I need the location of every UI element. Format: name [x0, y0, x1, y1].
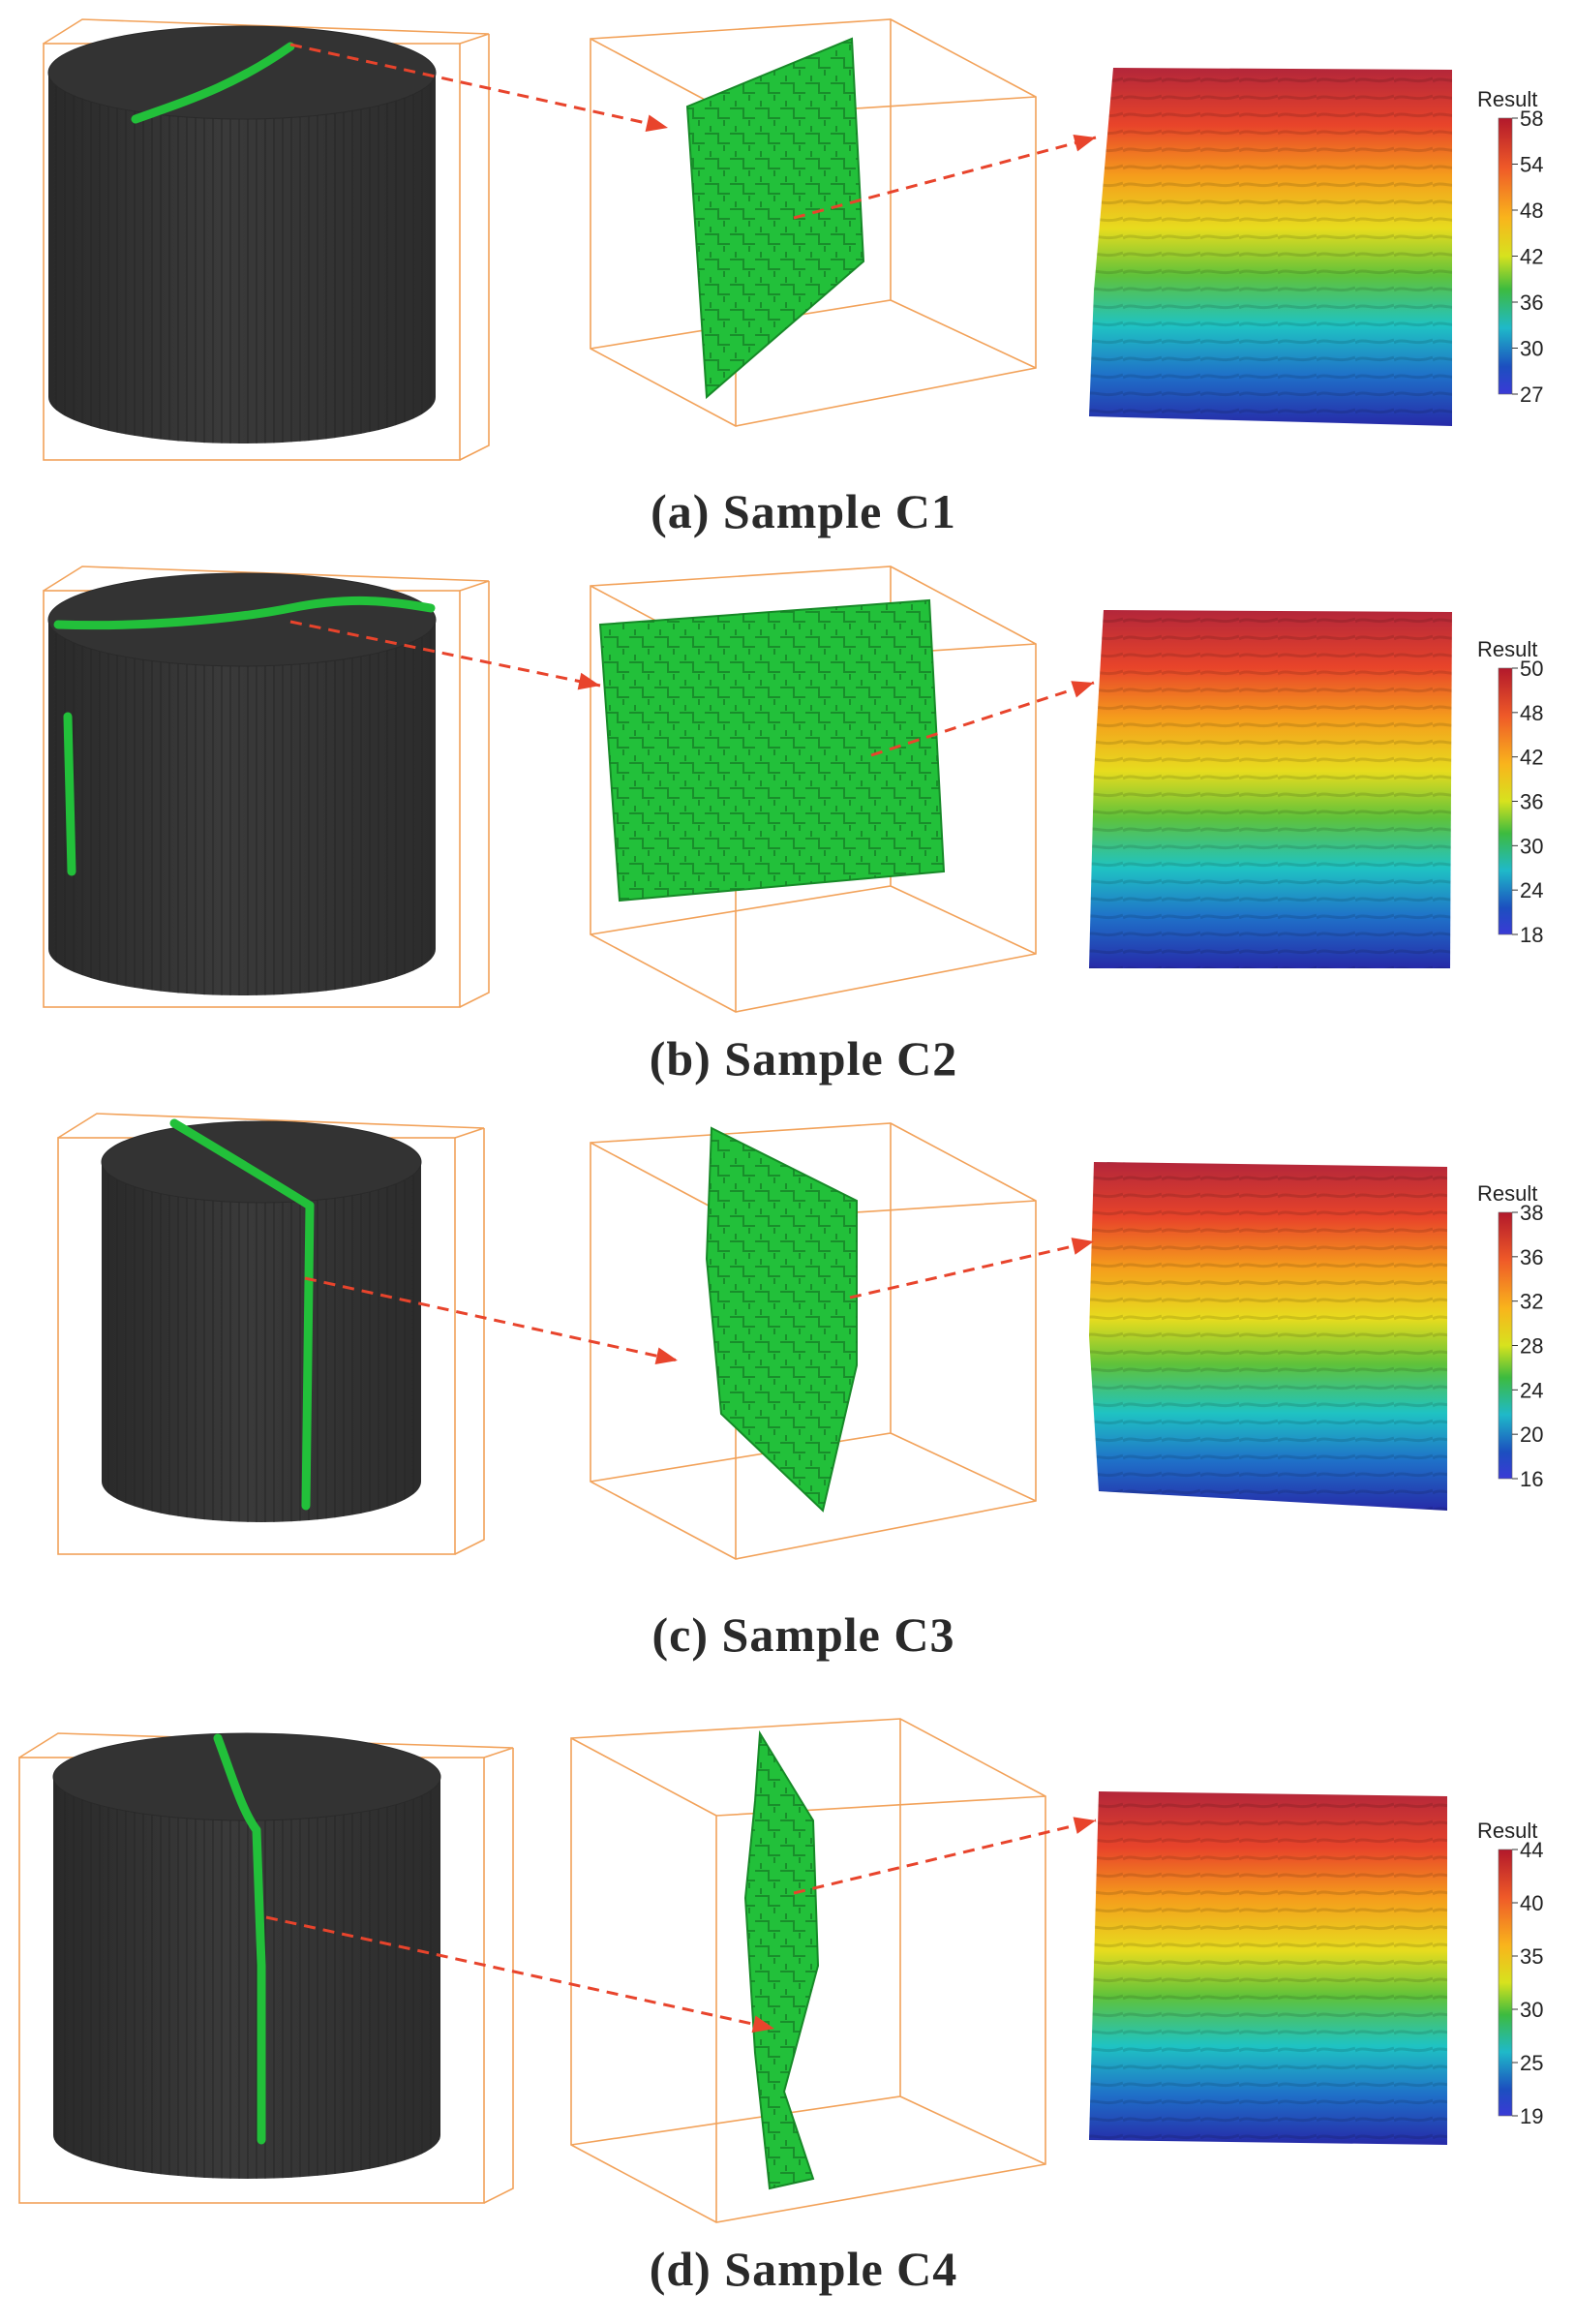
dashed-arrow-2 [870, 681, 1095, 757]
crack-trace-side [301, 1201, 315, 1511]
cylinder-side-texture [48, 620, 436, 995]
colorbar [1498, 667, 1513, 935]
roughness-surface-shading [1089, 610, 1452, 968]
colorbar-tick-label: 30 [1520, 337, 1543, 361]
colorbar-tick-label: 28 [1520, 1334, 1543, 1359]
roughness-surface-shading [1089, 68, 1452, 426]
arrow-head-1 [654, 1347, 678, 1365]
dashed-arrow-1 [265, 1915, 775, 2031]
panel-caption: (b) Sample C2 [650, 1031, 958, 1086]
colorbar-tick-label: 38 [1520, 1201, 1543, 1225]
colorbar-tick-label: 42 [1520, 746, 1543, 770]
crack-trace-top [213, 1733, 261, 1835]
core-box-back [57, 1113, 485, 1555]
crack-surface-texture [600, 600, 944, 901]
arrow-head-2 [1073, 1817, 1096, 1834]
crack-surface-texture [745, 1733, 818, 2188]
colorbar-tick-label: 36 [1520, 1245, 1543, 1269]
rock-core-cylinder [101, 1120, 422, 1522]
colorbar-tick-label: 48 [1520, 199, 1543, 223]
legend-title: Result [1477, 1181, 1537, 1206]
arrow-head-2 [1073, 134, 1096, 152]
colorbar-tick-label: 20 [1520, 1422, 1543, 1447]
arrow-head-1 [751, 2015, 774, 2034]
crack-surface-texture [687, 39, 863, 397]
crack-trace-side [63, 712, 76, 876]
dashed-arrow-2 [849, 1239, 1095, 1300]
dashed-arrow-1 [289, 43, 669, 130]
cube-hidden-edges [590, 19, 1037, 369]
cube-hidden-edges [570, 1719, 1046, 2165]
colorbar-tick-label: 35 [1520, 1944, 1543, 1969]
colorbar-tick-label: 27 [1520, 382, 1543, 407]
colorbar-tick-label: 18 [1520, 923, 1543, 947]
colorbar-tick-label: 19 [1520, 2104, 1543, 2128]
legend-title: Result [1477, 1819, 1537, 1843]
colorbar-tick-label: 30 [1520, 834, 1543, 858]
colorbar-tick-label: 58 [1520, 107, 1543, 131]
cylinder-side-texture [53, 1777, 440, 2179]
colorbar [1498, 1849, 1513, 2117]
cylinder-top [101, 1120, 422, 1204]
roughness-surface-shading [1089, 1791, 1447, 2145]
crack-trace-side [252, 1825, 266, 2145]
rock-core-cylinder [47, 572, 437, 995]
legend-title: Result [1477, 637, 1537, 661]
roughness-surface-shading [1089, 1162, 1447, 1511]
colorbar-tick-label: 54 [1520, 153, 1543, 177]
colorbar-tick-label: 30 [1520, 1998, 1543, 2022]
legend-title: Result [1477, 87, 1537, 111]
colorbar-tick-label: 24 [1520, 1378, 1543, 1402]
panel-caption: (a) Sample C1 [651, 484, 956, 538]
crack-trace-top [169, 1118, 315, 1210]
arrow-head-2 [1071, 1238, 1094, 1255]
colorbar-tick-label: 32 [1520, 1290, 1543, 1314]
colorbar-tick-label: 36 [1520, 290, 1543, 315]
dashed-arrow-1 [289, 620, 601, 688]
rock-core-cylinder [47, 25, 437, 443]
crack-surface-texture [707, 1128, 857, 1511]
colorbar-tick-label: 25 [1520, 2051, 1543, 2075]
colorbar-tick-label: 50 [1520, 657, 1543, 681]
cylinder-side-texture [48, 73, 436, 443]
core-box-back [43, 566, 490, 1008]
rock-core-cylinder [52, 1732, 441, 2179]
colorbar-tick-label: 24 [1520, 878, 1543, 902]
cylinder-side-texture [102, 1162, 421, 1522]
panel-caption: (c) Sample C3 [652, 1607, 955, 1662]
colorbar-tick-label: 42 [1520, 245, 1543, 269]
arrow-head-1 [645, 114, 668, 133]
colorbar-tick-label: 16 [1520, 1467, 1543, 1491]
arrow-head-1 [577, 672, 600, 690]
arrow-head-2 [1071, 681, 1094, 698]
crack-trace-top [53, 596, 436, 630]
dashed-arrow-2 [793, 136, 1097, 220]
dashed-arrow-2 [793, 1819, 1097, 1895]
colorbar [1498, 117, 1513, 395]
colorbar-tick-label: 36 [1520, 790, 1543, 814]
colorbar-tick-label: 48 [1520, 701, 1543, 725]
panel-caption: (d) Sample C4 [650, 2242, 958, 2296]
colorbar [1498, 1211, 1513, 1480]
core-box-back [43, 18, 490, 461]
colorbar-tick-label: 40 [1520, 1891, 1543, 1915]
colorbar-tick-label: 44 [1520, 1838, 1543, 1862]
crack-trace-top [131, 42, 295, 124]
dashed-arrow-1 [304, 1276, 679, 1362]
cube-hidden-edges [590, 1123, 1037, 1502]
